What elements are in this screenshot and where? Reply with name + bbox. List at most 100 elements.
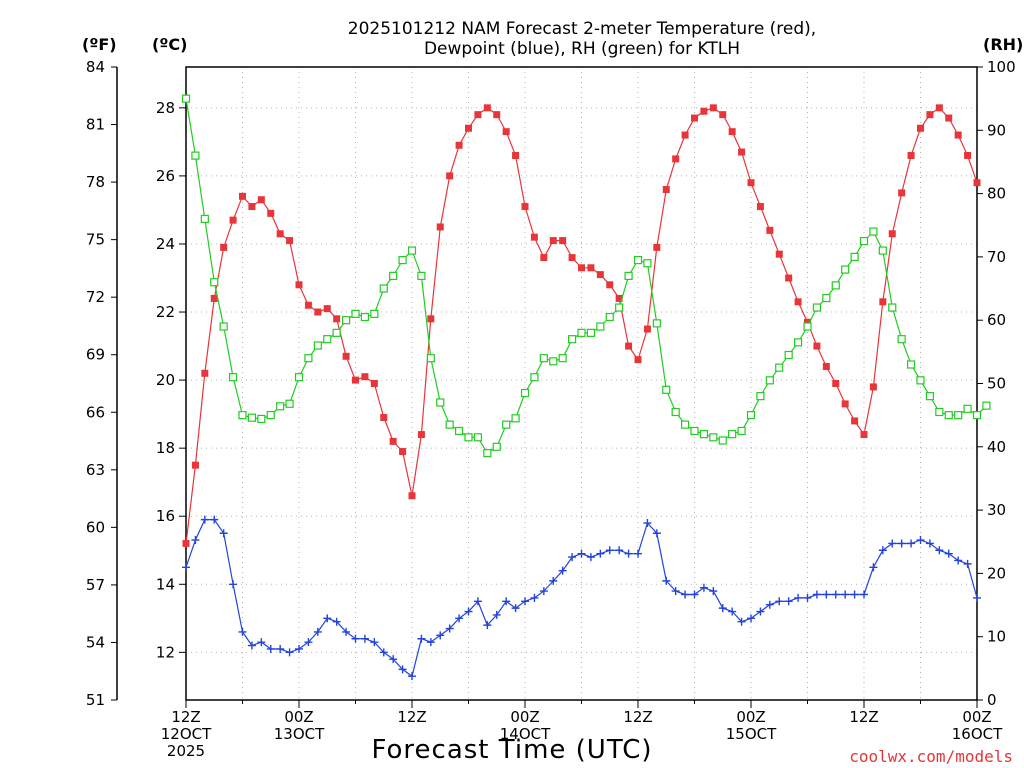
rh-point bbox=[351, 309, 360, 318]
dewpoint-point bbox=[596, 549, 605, 558]
dewpoint-point bbox=[681, 590, 690, 599]
dewpoint-point bbox=[426, 638, 435, 647]
rh-point bbox=[596, 322, 605, 331]
dewpoint-point bbox=[699, 583, 708, 592]
temperature-point bbox=[540, 254, 548, 262]
temperature-point bbox=[775, 250, 783, 258]
temperature-point bbox=[935, 104, 943, 112]
dewpoint-point bbox=[483, 621, 492, 630]
x-tick-label: 2025 bbox=[167, 742, 205, 760]
temperature-point bbox=[521, 203, 529, 211]
rh-point bbox=[370, 309, 379, 318]
dewpoint-point bbox=[775, 597, 784, 606]
rh-point bbox=[219, 322, 228, 331]
temperature-point bbox=[794, 298, 802, 306]
temperature-point bbox=[879, 298, 887, 306]
dewpoint-point bbox=[765, 600, 774, 609]
dewpoint-point bbox=[954, 556, 963, 565]
rh-point bbox=[718, 436, 727, 445]
fahrenheit-tick-label: 66 bbox=[86, 403, 105, 421]
temperature-point bbox=[239, 192, 246, 200]
rh-axis-unit: (RH) bbox=[983, 35, 1023, 54]
dewpoint-point bbox=[605, 546, 614, 555]
temperature-point bbox=[512, 151, 520, 159]
rh-point bbox=[530, 373, 539, 382]
temperature-point bbox=[304, 301, 312, 309]
dewpoint-point bbox=[568, 553, 577, 562]
credit-text: coolwx.com/models bbox=[849, 747, 1013, 766]
dewpoint-point bbox=[455, 614, 464, 623]
temperature-point bbox=[756, 203, 764, 211]
temperature-point bbox=[578, 264, 585, 272]
x-tick-label: 00Z bbox=[962, 708, 991, 726]
rh-point bbox=[888, 303, 897, 312]
temperature-point bbox=[267, 209, 275, 217]
rh-point bbox=[784, 350, 793, 360]
dewpoint-point bbox=[238, 627, 247, 636]
dewpoint-point bbox=[389, 655, 398, 664]
rh-point bbox=[276, 402, 285, 411]
rh-point bbox=[464, 433, 473, 442]
dewpoint-point bbox=[860, 590, 868, 599]
rh-point bbox=[615, 303, 624, 312]
rh-point bbox=[699, 430, 709, 439]
rh-point bbox=[332, 328, 341, 337]
rh-tick-label: 60 bbox=[987, 311, 1006, 329]
fahrenheit-axis-unit: (ºF) bbox=[82, 35, 117, 54]
rh-point bbox=[445, 420, 454, 429]
dewpoint-point bbox=[822, 590, 831, 599]
rh-tick-label: 80 bbox=[987, 185, 1006, 203]
temperature-series bbox=[182, 104, 981, 547]
dewpoint-point bbox=[417, 634, 426, 643]
temperature-point bbox=[954, 131, 962, 139]
dewpoint-series bbox=[182, 515, 981, 681]
temperature-point bbox=[549, 237, 557, 245]
rh-point bbox=[285, 399, 294, 408]
temperature-point bbox=[182, 539, 190, 547]
rh-point bbox=[906, 360, 916, 369]
rh-tick-label: 70 bbox=[987, 248, 1006, 266]
dewpoint-point bbox=[313, 627, 322, 636]
celsius-tick-label: 24 bbox=[156, 235, 175, 253]
rh-point bbox=[389, 271, 398, 280]
dewpoint-point bbox=[398, 665, 407, 674]
temperature-point bbox=[257, 196, 265, 204]
dewpoint-point bbox=[652, 529, 661, 538]
dewpoint-point bbox=[210, 515, 219, 524]
temperature-point bbox=[822, 362, 830, 370]
rh-tick-label: 90 bbox=[987, 121, 1006, 139]
fahrenheit-tick-label: 51 bbox=[86, 691, 105, 709]
temperature-point bbox=[709, 104, 717, 112]
temperature-point bbox=[220, 243, 228, 251]
temperature-point bbox=[785, 274, 793, 282]
rh-point bbox=[652, 319, 661, 328]
dewpoint-point bbox=[558, 566, 567, 575]
temperature-point bbox=[446, 172, 454, 180]
dewpoint-point bbox=[370, 638, 379, 647]
temperature-point bbox=[766, 226, 774, 234]
rh-point bbox=[567, 335, 577, 344]
temperature-point bbox=[681, 131, 689, 139]
rh-point bbox=[878, 246, 887, 255]
dewpoint-point bbox=[285, 648, 294, 657]
rh-point bbox=[436, 398, 445, 407]
rh-point bbox=[398, 255, 407, 265]
temperature-point bbox=[851, 417, 859, 425]
rh-point bbox=[954, 411, 963, 420]
rh-point bbox=[379, 284, 388, 293]
dewpoint-point bbox=[182, 563, 190, 572]
rh-point bbox=[944, 411, 953, 420]
dewpoint-point bbox=[615, 546, 624, 555]
temperature-point bbox=[738, 148, 746, 156]
x-tick-label: 16OCT bbox=[952, 725, 1003, 743]
temperature-point bbox=[672, 155, 680, 163]
temperature-point bbox=[248, 203, 256, 211]
temperature-point bbox=[945, 114, 953, 122]
dewpoint-point bbox=[803, 593, 812, 602]
rh-point bbox=[916, 376, 925, 385]
temperature-point bbox=[333, 315, 341, 323]
plot-frame bbox=[185, 66, 978, 701]
temperature-point bbox=[370, 380, 378, 387]
rh-point bbox=[238, 411, 247, 420]
rh-point bbox=[417, 271, 426, 280]
